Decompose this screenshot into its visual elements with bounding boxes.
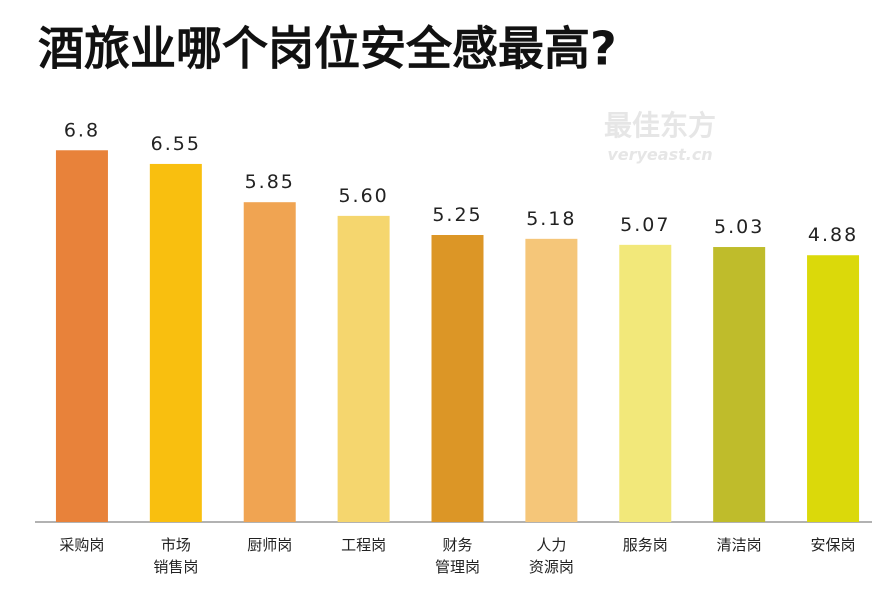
bar xyxy=(525,238,578,522)
bar xyxy=(713,247,766,522)
bar xyxy=(807,255,860,522)
value-label: 5.25 xyxy=(432,204,482,226)
bar xyxy=(431,235,484,522)
x-tick-label: 财务 管理岗 xyxy=(434,536,480,576)
value-label: 6.8 xyxy=(64,119,100,141)
value-label: 5.18 xyxy=(526,208,576,230)
x-tick-label: 市场 销售岗 xyxy=(153,536,199,576)
bar xyxy=(337,215,390,522)
value-label: 4.88 xyxy=(808,224,858,246)
value-label: 6.55 xyxy=(151,133,201,155)
x-tick-label: 清洁岗 xyxy=(716,536,762,554)
bar xyxy=(619,244,672,522)
watermark: veryeast.cn xyxy=(607,145,712,164)
value-label: 5.85 xyxy=(245,171,295,193)
x-tick-label: 厨师岗 xyxy=(247,536,293,554)
value-label: 5.03 xyxy=(714,216,764,238)
x-tick-label: 服务岗 xyxy=(622,536,668,554)
chart-title: 酒旅业哪个岗位安全感最高? xyxy=(38,22,617,76)
value-label: 5.60 xyxy=(338,185,388,207)
x-tick-label: 人力 资源岗 xyxy=(528,536,574,576)
watermark: 最佳东方 xyxy=(604,109,716,142)
bar xyxy=(243,202,296,522)
x-tick-label: 采购岗 xyxy=(59,536,105,554)
bar xyxy=(149,163,202,522)
x-tick-label: 工程岗 xyxy=(341,536,387,554)
bar xyxy=(55,150,108,522)
value-label: 5.07 xyxy=(620,214,670,236)
x-tick-label: 安保岗 xyxy=(810,536,856,554)
